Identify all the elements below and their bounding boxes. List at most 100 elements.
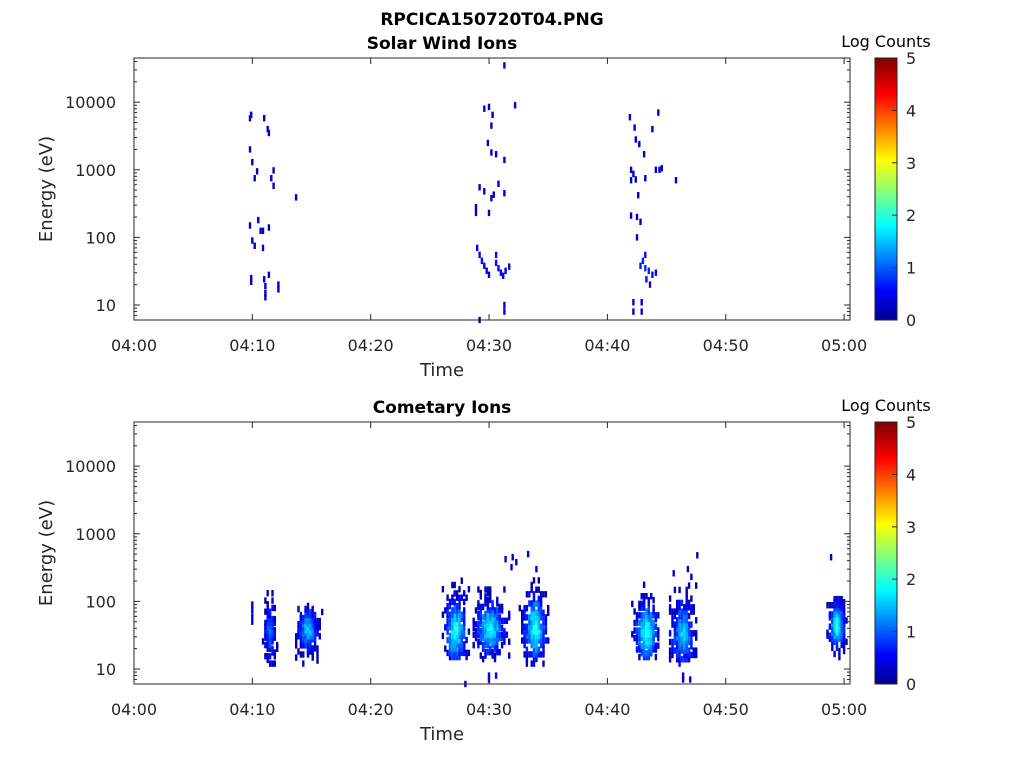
heatmap-cell: [250, 274, 253, 282]
heatmap-cell: [498, 631, 501, 638]
heatmap-cell: [318, 633, 321, 640]
heatmap-cell: [680, 630, 684, 637]
heatmap-cell: [683, 617, 686, 624]
heatmap-cell: [532, 600, 536, 607]
heatmap-cell: [685, 591, 688, 598]
heatmap-cell: [652, 619, 655, 627]
heatmap-cell: [673, 630, 677, 637]
heatmap-cell: [525, 614, 529, 621]
heatmap-cell: [683, 625, 686, 633]
heatmap-cell: [480, 257, 484, 264]
heatmap-cell: [647, 650, 650, 657]
heatmap-cell: [537, 614, 540, 621]
colorbar-tick-label: 0: [906, 675, 916, 694]
heatmap-cell: [311, 611, 314, 619]
heatmap-cell: [647, 623, 650, 630]
heatmap-cell: [642, 634, 646, 642]
heatmap-cell: [451, 598, 454, 606]
heatmap-cell: [268, 608, 272, 615]
heatmap-cell: [676, 599, 679, 607]
heatmap-cell: [532, 577, 536, 584]
heatmap-cell: [539, 623, 543, 630]
heatmap-cell: [657, 634, 660, 642]
heatmap-cell: [668, 604, 672, 611]
heatmap-cell: [486, 586, 490, 593]
heatmap-cell: [487, 672, 491, 679]
heatmap-cell: [633, 619, 636, 627]
heatmap-cell: [671, 612, 674, 620]
heatmap-cell: [645, 593, 648, 600]
heatmap-cell: [685, 612, 688, 620]
heatmap-cell: [690, 604, 693, 611]
heatmap-cell: [542, 609, 545, 616]
heatmap-cell: [687, 647, 691, 654]
heatmap-cell: [690, 638, 693, 646]
heatmap-cell: [530, 600, 533, 607]
heatmap-cell: [640, 650, 643, 657]
heatmap-cell: [638, 642, 641, 649]
heatmap-cell: [518, 605, 521, 612]
heatmap-cell: [446, 611, 449, 618]
heatmap-cell: [642, 627, 646, 634]
heatmap-cell: [525, 660, 529, 667]
heatmap-cell: [451, 581, 454, 589]
heatmap-cell: [629, 166, 633, 173]
colorbar-tick-label: 3: [906, 518, 916, 537]
heatmap-cell: [458, 628, 461, 635]
heatmap-cell: [446, 636, 449, 644]
heatmap-cell: [678, 608, 681, 615]
heatmap-cell: [523, 623, 526, 630]
heatmap-cell: [474, 204, 478, 211]
heatmap-cell: [458, 619, 461, 627]
heatmap-cell: [629, 177, 633, 184]
heatmap-cell: [676, 638, 679, 646]
heatmap-cell: [491, 621, 494, 628]
heatmap-cell: [276, 645, 279, 652]
heatmap-cell: [632, 299, 635, 306]
colorbar: [874, 421, 898, 685]
heatmap-cell: [477, 600, 480, 607]
y-tick-label: 100: [85, 228, 116, 247]
heatmap-cell: [657, 631, 660, 638]
heatmap-cell: [528, 628, 531, 635]
solar-wind-ions-chart: 04:00 04:10 04:20 04:30 04:40 04:50 05:0010100…: [36, 32, 931, 381]
heatmap-cell: [696, 552, 699, 559]
heatmap-cell: [542, 614, 545, 621]
heatmap-cell: [266, 590, 269, 597]
heatmap-cell: [647, 604, 650, 611]
heatmap-cell: [828, 623, 832, 630]
heatmap-cell: [455, 636, 459, 644]
heatmap-cell: [491, 631, 494, 638]
heatmap-cell: [490, 149, 493, 156]
colorbar-title: Log Counts: [841, 396, 931, 415]
heatmap-cell: [268, 627, 272, 634]
heatmap-cell: [494, 151, 498, 158]
cometary-ions-chart: 04:00 04:10 04:20 04:30 04:40 04:50 05:0010100…: [36, 396, 931, 745]
heatmap-cell: [448, 649, 452, 657]
heatmap-cell: [489, 607, 492, 614]
heatmap-cell: [654, 631, 658, 638]
heatmap-cell: [458, 607, 461, 614]
heatmap-cell: [261, 227, 265, 234]
heatmap-cell: [671, 608, 674, 615]
heatmap-cell: [638, 612, 641, 619]
heatmap-cell: [652, 638, 655, 646]
heatmap-cell: [267, 271, 271, 278]
heatmap-cell: [264, 630, 267, 638]
heatmap-cell: [532, 646, 536, 653]
heatmap-cell: [683, 608, 686, 615]
heatmap-cell: [642, 653, 646, 661]
heatmap-cell: [463, 611, 466, 618]
heatmap-cell: [539, 632, 543, 640]
heatmap-cell: [525, 632, 529, 640]
heatmap-cell: [835, 641, 839, 649]
heatmap-cell: [640, 623, 643, 630]
heatmap-cell: [484, 642, 487, 649]
heatmap-cell: [685, 621, 688, 628]
heatmap-cell: [496, 600, 499, 607]
heatmap-cell: [299, 651, 303, 658]
heatmap-cell: [647, 631, 650, 638]
heatmap-cell: [845, 617, 848, 624]
heatmap-cell: [640, 642, 643, 649]
heatmap-cell: [472, 621, 475, 628]
